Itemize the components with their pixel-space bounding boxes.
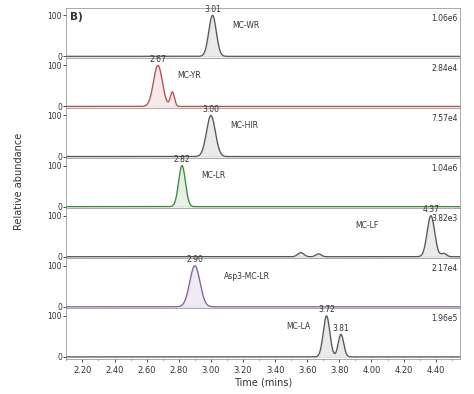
Text: 3.81: 3.81 xyxy=(333,324,349,333)
Text: MC-LR: MC-LR xyxy=(201,171,226,180)
Text: B): B) xyxy=(70,12,83,22)
Text: MC-WR: MC-WR xyxy=(232,21,259,30)
Text: Asp3-MC-LR: Asp3-MC-LR xyxy=(224,271,270,281)
Text: 3.82e3: 3.82e3 xyxy=(431,214,458,223)
Text: MC-YR: MC-YR xyxy=(177,71,201,80)
Text: 1.04e6: 1.04e6 xyxy=(431,164,458,173)
Text: 3.72: 3.72 xyxy=(318,305,335,314)
Text: 2.67: 2.67 xyxy=(149,55,166,64)
Text: 1.06e6: 1.06e6 xyxy=(431,14,458,23)
Text: 7.57e4: 7.57e4 xyxy=(431,114,458,123)
Text: MC-LF: MC-LF xyxy=(356,221,379,230)
Text: 2.82: 2.82 xyxy=(173,155,190,164)
Text: 4.37: 4.37 xyxy=(422,205,439,214)
Text: MC-HIR: MC-HIR xyxy=(230,121,258,130)
X-axis label: Time (mins): Time (mins) xyxy=(234,378,292,388)
Text: 2.84e4: 2.84e4 xyxy=(431,64,458,73)
Text: 2.17e4: 2.17e4 xyxy=(431,264,458,273)
Text: MC-LA: MC-LA xyxy=(286,322,310,331)
Text: 1.96e5: 1.96e5 xyxy=(431,314,458,323)
Text: Relative abundance: Relative abundance xyxy=(14,133,24,230)
Text: 3.01: 3.01 xyxy=(204,5,221,14)
Text: 2.90: 2.90 xyxy=(186,255,203,264)
Text: 3.00: 3.00 xyxy=(202,105,219,114)
